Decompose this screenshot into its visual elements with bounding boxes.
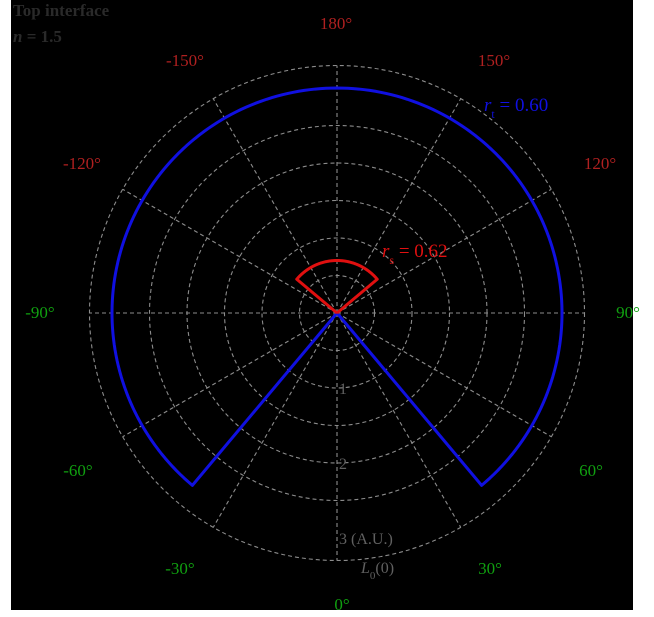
radial-tick-label-1: 2 [339, 456, 347, 473]
plot-background [11, 0, 633, 610]
angle-tick-label: 30° [478, 559, 502, 578]
grid-spoke-300 [122, 312, 338, 438]
angle-tick-label: 90° [616, 303, 640, 322]
grid [88, 64, 586, 562]
angle-tick-label: 0° [334, 595, 349, 614]
angle-tick-label: 150° [478, 51, 510, 70]
grid-circle-1 [261, 237, 413, 389]
angle-tick-label: 60° [579, 461, 603, 480]
grid-spoke-210 [212, 98, 338, 314]
series-label-0: rt = 0.60 [484, 95, 548, 121]
grid-circle-4 [148, 124, 526, 502]
series-group [110, 86, 564, 487]
grid-spoke-150 [336, 98, 462, 314]
series-label-1: rs = 0.62 [382, 241, 448, 267]
angle-tick-label: -30° [165, 559, 194, 578]
chart-title: Top interface [13, 1, 110, 20]
angle-tick-label: -90° [25, 303, 54, 322]
radial-tick-label-0: 1 [339, 381, 347, 398]
radial-tick-label-2: 3 (A.U.) [339, 531, 393, 548]
angle-tick-label: -60° [63, 461, 92, 480]
angle-tick-label: -150° [166, 51, 204, 70]
chart-subtitle: n = 1.5 [13, 27, 62, 46]
series-line-0 [110, 86, 564, 487]
grid-spoke-30 [336, 312, 462, 528]
grid-spoke-240 [122, 188, 338, 314]
grid-spoke-330 [212, 312, 338, 528]
grid-spoke-60 [336, 312, 552, 438]
angle-tick-label: -120° [63, 154, 101, 173]
labels-group: 0° 30° 60° 90° -30° -60° -90° 120° 150° 180° -120°… [13, 1, 640, 614]
angle-tick-label: 180° [320, 14, 352, 33]
grid-spoke-120 [336, 188, 552, 314]
radial-axis-title: L0(0) [360, 560, 394, 582]
angle-tick-label: 120° [584, 154, 616, 173]
series-line-1 [295, 259, 379, 315]
